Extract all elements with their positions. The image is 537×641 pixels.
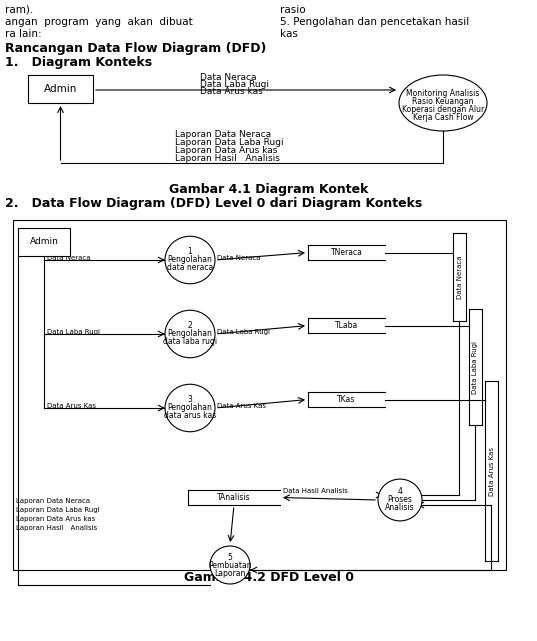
Text: Laporan: Laporan bbox=[214, 569, 246, 578]
Text: ram).: ram). bbox=[5, 5, 33, 15]
Text: Data Arus Kas: Data Arus Kas bbox=[47, 403, 96, 409]
Text: TAnalisis: TAnalisis bbox=[217, 493, 251, 502]
Text: data laba rugi: data laba rugi bbox=[163, 338, 217, 347]
Text: Data Laba Rugi: Data Laba Rugi bbox=[200, 80, 269, 89]
Text: Rasio Keuangan: Rasio Keuangan bbox=[412, 97, 474, 106]
Text: rasio: rasio bbox=[280, 5, 306, 15]
Ellipse shape bbox=[165, 310, 215, 358]
Ellipse shape bbox=[165, 384, 215, 432]
Text: 5: 5 bbox=[228, 553, 233, 562]
Text: Monitoring Analisis: Monitoring Analisis bbox=[407, 88, 480, 97]
Ellipse shape bbox=[165, 237, 215, 284]
Text: Laporan Data Laba Rugi: Laporan Data Laba Rugi bbox=[175, 138, 284, 147]
Text: Laporan Data Neraca: Laporan Data Neraca bbox=[16, 498, 90, 504]
Text: kas: kas bbox=[280, 29, 298, 39]
Text: Gambar 4.1 Diagram Kontek: Gambar 4.1 Diagram Kontek bbox=[169, 183, 368, 196]
Text: Admin: Admin bbox=[44, 84, 77, 94]
Text: Laporan Data Neraca: Laporan Data Neraca bbox=[175, 130, 271, 139]
Text: 1.   Diagram Konteks: 1. Diagram Konteks bbox=[5, 56, 152, 69]
Text: Gambar 4.2 DFD Level 0: Gambar 4.2 DFD Level 0 bbox=[184, 571, 353, 584]
Text: TLaba: TLaba bbox=[335, 321, 358, 330]
Text: Data Laba Rugi: Data Laba Rugi bbox=[473, 340, 478, 394]
Text: ra lain:: ra lain: bbox=[5, 29, 42, 39]
Text: data arus kas: data arus kas bbox=[164, 412, 216, 420]
Text: Pembuatan: Pembuatan bbox=[208, 560, 252, 569]
Text: Data Neraca: Data Neraca bbox=[456, 255, 462, 299]
Text: Data Neraca: Data Neraca bbox=[47, 255, 91, 261]
Text: Laporan Data Arus kas: Laporan Data Arus kas bbox=[16, 516, 95, 522]
Text: angan  program  yang  akan  dibuat: angan program yang akan dibuat bbox=[5, 17, 193, 27]
Text: Laporan Data Laba Rugi: Laporan Data Laba Rugi bbox=[16, 507, 100, 513]
Text: 1: 1 bbox=[187, 247, 192, 256]
Text: Data Hasil Analisis: Data Hasil Analisis bbox=[283, 488, 348, 494]
Text: Kerja Cash Flow: Kerja Cash Flow bbox=[413, 113, 473, 122]
Text: Data Neraca: Data Neraca bbox=[217, 255, 260, 261]
Text: Data Arus Kas: Data Arus Kas bbox=[489, 447, 495, 495]
Text: Pengolahan: Pengolahan bbox=[168, 256, 213, 265]
Text: 5. Pengolahan dan pencetakan hasil: 5. Pengolahan dan pencetakan hasil bbox=[280, 17, 469, 27]
Bar bbox=[18, 228, 70, 256]
Text: 3: 3 bbox=[187, 395, 192, 404]
Text: Laporan Hasil   Analisis: Laporan Hasil Analisis bbox=[16, 525, 97, 531]
Text: Analisis: Analisis bbox=[385, 503, 415, 513]
Text: data neraca: data neraca bbox=[167, 263, 213, 272]
Text: Data Laba Rugi: Data Laba Rugi bbox=[217, 329, 270, 335]
Ellipse shape bbox=[210, 546, 250, 584]
Text: TNeraca: TNeraca bbox=[331, 248, 362, 257]
Text: Rancangan Data Flow Diagram (DFD): Rancangan Data Flow Diagram (DFD) bbox=[5, 42, 266, 55]
Bar bbox=[28, 75, 93, 103]
Text: Data Laba Rugi: Data Laba Rugi bbox=[47, 329, 100, 335]
Text: Pengolahan: Pengolahan bbox=[168, 329, 213, 338]
Text: TKas: TKas bbox=[337, 395, 355, 404]
Text: Proses: Proses bbox=[388, 495, 412, 504]
Text: Koperasi dengan Alur: Koperasi dengan Alur bbox=[402, 104, 484, 113]
Text: 2.   Data Flow Diagram (DFD) Level 0 dari Diagram Konteks: 2. Data Flow Diagram (DFD) Level 0 dari … bbox=[5, 197, 422, 210]
Text: Admin: Admin bbox=[30, 238, 59, 247]
Text: 4: 4 bbox=[397, 488, 402, 497]
Text: Laporan Hasil   Analisis: Laporan Hasil Analisis bbox=[175, 154, 280, 163]
Text: Data Arus kas: Data Arus kas bbox=[200, 87, 263, 96]
Ellipse shape bbox=[399, 75, 487, 131]
Text: Pengolahan: Pengolahan bbox=[168, 403, 213, 413]
Text: 2: 2 bbox=[187, 322, 192, 331]
Bar bbox=[13, 220, 506, 570]
Text: Data Neraca: Data Neraca bbox=[200, 73, 257, 82]
Text: Laporan Data Arus kas: Laporan Data Arus kas bbox=[175, 146, 278, 155]
Ellipse shape bbox=[378, 479, 422, 521]
Text: Data Arus Kas: Data Arus Kas bbox=[217, 403, 266, 409]
